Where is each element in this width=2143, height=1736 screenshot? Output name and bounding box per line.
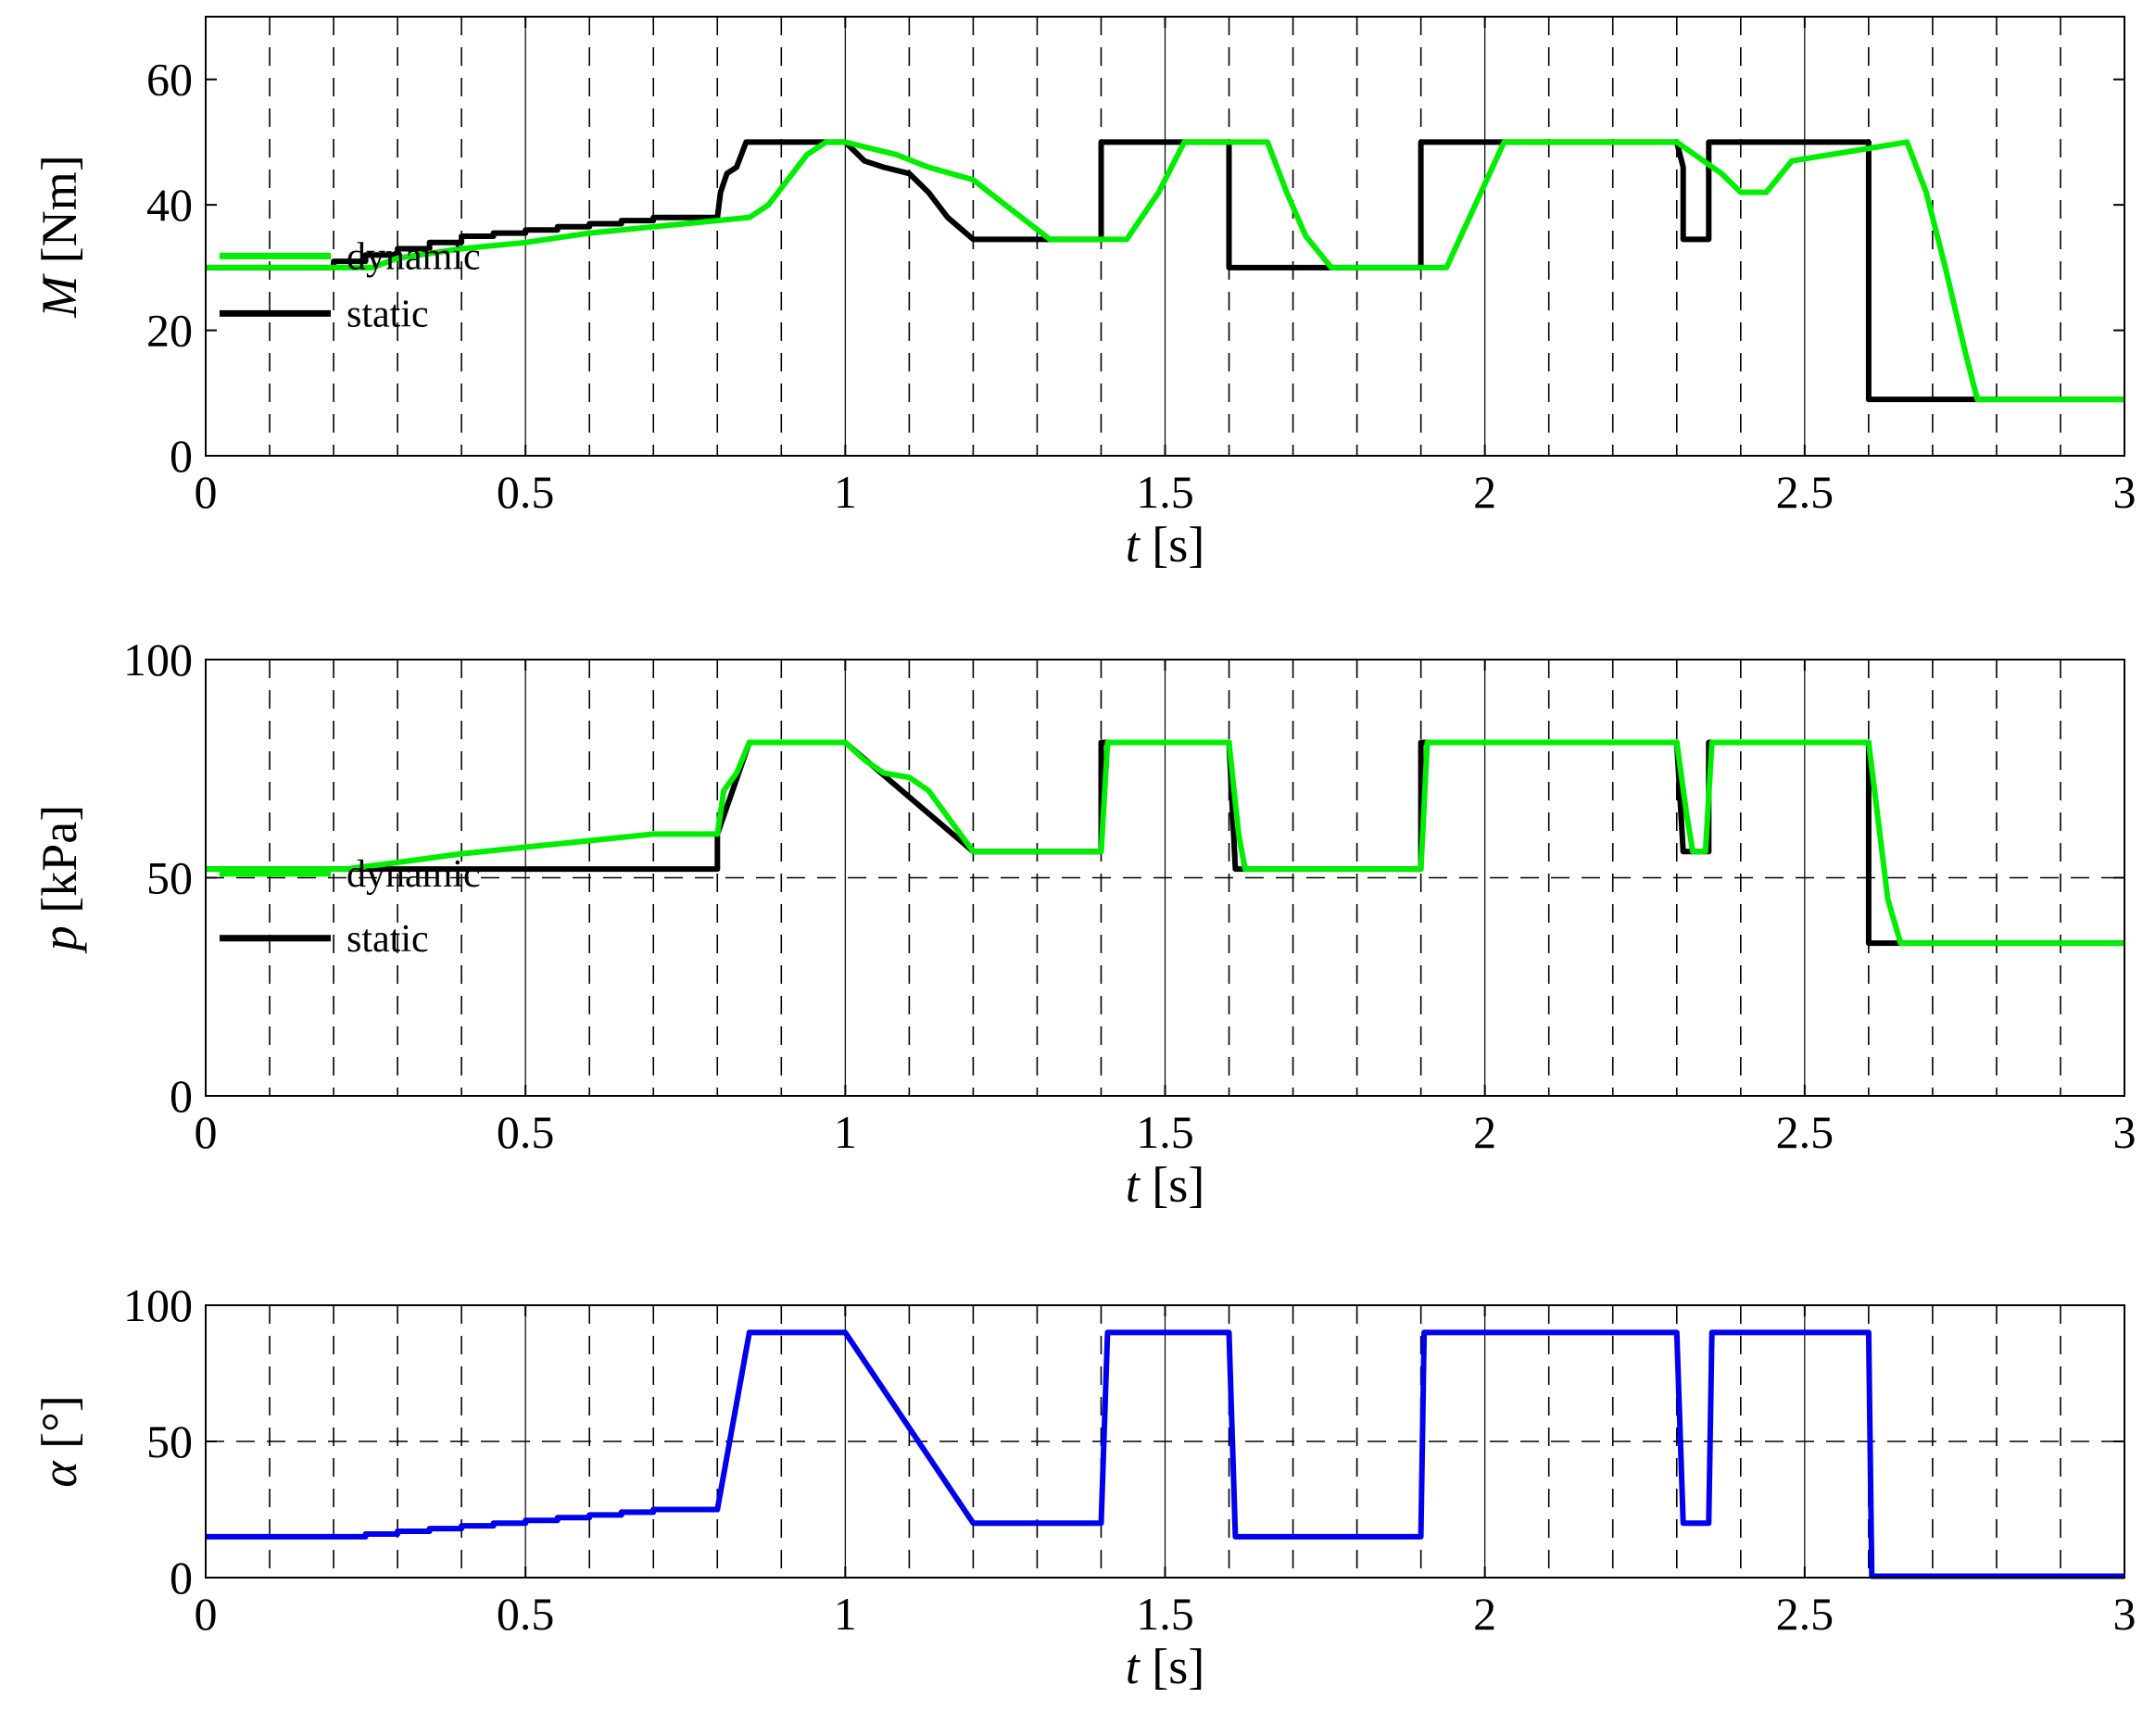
y-axis-label: M [Nm] [32,155,87,318]
y-tick-label: 100 [123,634,193,686]
x-tick-label: 0.5 [497,1106,555,1158]
y-tick-label: 0 [170,1070,193,1122]
y-tick-label: 50 [146,1415,193,1467]
y-axis-symbol: M [32,273,87,319]
chart-alpha: 0 0.5 1 1.5 2 2.5 3 0 50 100 t [s] α [°] [32,1279,2137,1694]
x-tick-label: 0 [195,1106,218,1158]
y-tick-label: 100 [123,1279,193,1331]
x-axis-symbol: t [1126,1639,1141,1694]
series-line-dynamic [206,739,2124,947]
x-axis-unit: [s] [1140,1157,1204,1213]
x-tick-label: 1 [834,1106,857,1158]
x-tick-label: 1.5 [1136,1588,1194,1640]
chart-torque: 0 0.5 1 1.5 2 2.5 3 0 20 40 60 t [s] M [Nm] dynamic st… [32,16,2137,572]
x-tick-label: 2.5 [1776,466,1834,518]
series-line-alpha [206,1329,2124,1579]
x-axis-unit: [s] [1140,1639,1204,1694]
y-axis-label: p [kPa] [32,805,87,954]
y-tick-label: 0 [170,1552,193,1604]
series-line-static [206,139,2124,403]
x-tick-label: 3 [2113,1588,2137,1640]
x-tick-label: 0 [195,466,218,518]
x-tick-label: 0 [195,1588,218,1640]
x-tick-label: 2.5 [1776,1588,1834,1640]
x-tick-label: 2.5 [1776,1106,1834,1158]
x-tick-label: 1 [834,1588,857,1640]
y-tick-label: 0 [170,430,193,482]
y-tick-label: 40 [146,179,193,231]
y-axis-unit: [kPa] [32,805,87,925]
y-axis-label: α [°] [32,1395,87,1487]
x-axis-symbol: t [1126,1157,1141,1213]
y-axis-symbol: p [32,925,87,954]
series-line-dynamic [206,139,2124,403]
x-tick-label: 1 [834,466,857,518]
y-tick-label: 50 [146,852,193,904]
x-tick-label: 3 [2113,466,2137,518]
x-tick-label: 0.5 [497,1588,555,1640]
legend-label-static: static [347,918,429,961]
x-axis-unit: [s] [1140,517,1204,572]
legend-label-dynamic: dynamic [347,235,481,278]
x-tick-label: 2 [1473,466,1496,518]
x-tick-label: 0.5 [497,466,555,518]
y-tick-label: 20 [146,305,193,357]
x-tick-label: 2 [1473,1588,1496,1640]
x-axis-label: t [s] [1126,517,1205,572]
x-axis-label: t [s] [1126,1157,1205,1213]
x-axis-label: t [s] [1126,1639,1205,1694]
y-axis-unit: [Nm] [32,155,87,275]
y-axis-unit: [°] [32,1395,87,1461]
x-tick-label: 1.5 [1136,466,1194,518]
legend-label-static: static [347,293,429,335]
legend-label-dynamic: dynamic [347,853,481,896]
chart-pressure: 0 0.5 1 1.5 2 2.5 3 0 50 100 t [s] p [kPa] dynamic st… [32,634,2137,1213]
x-tick-label: 3 [2113,1106,2137,1158]
x-axis-symbol: t [1126,517,1141,572]
y-axis-symbol: α [32,1460,87,1488]
y-tick-label: 60 [146,54,193,106]
x-tick-label: 1.5 [1136,1106,1194,1158]
x-tick-label: 2 [1473,1106,1496,1158]
